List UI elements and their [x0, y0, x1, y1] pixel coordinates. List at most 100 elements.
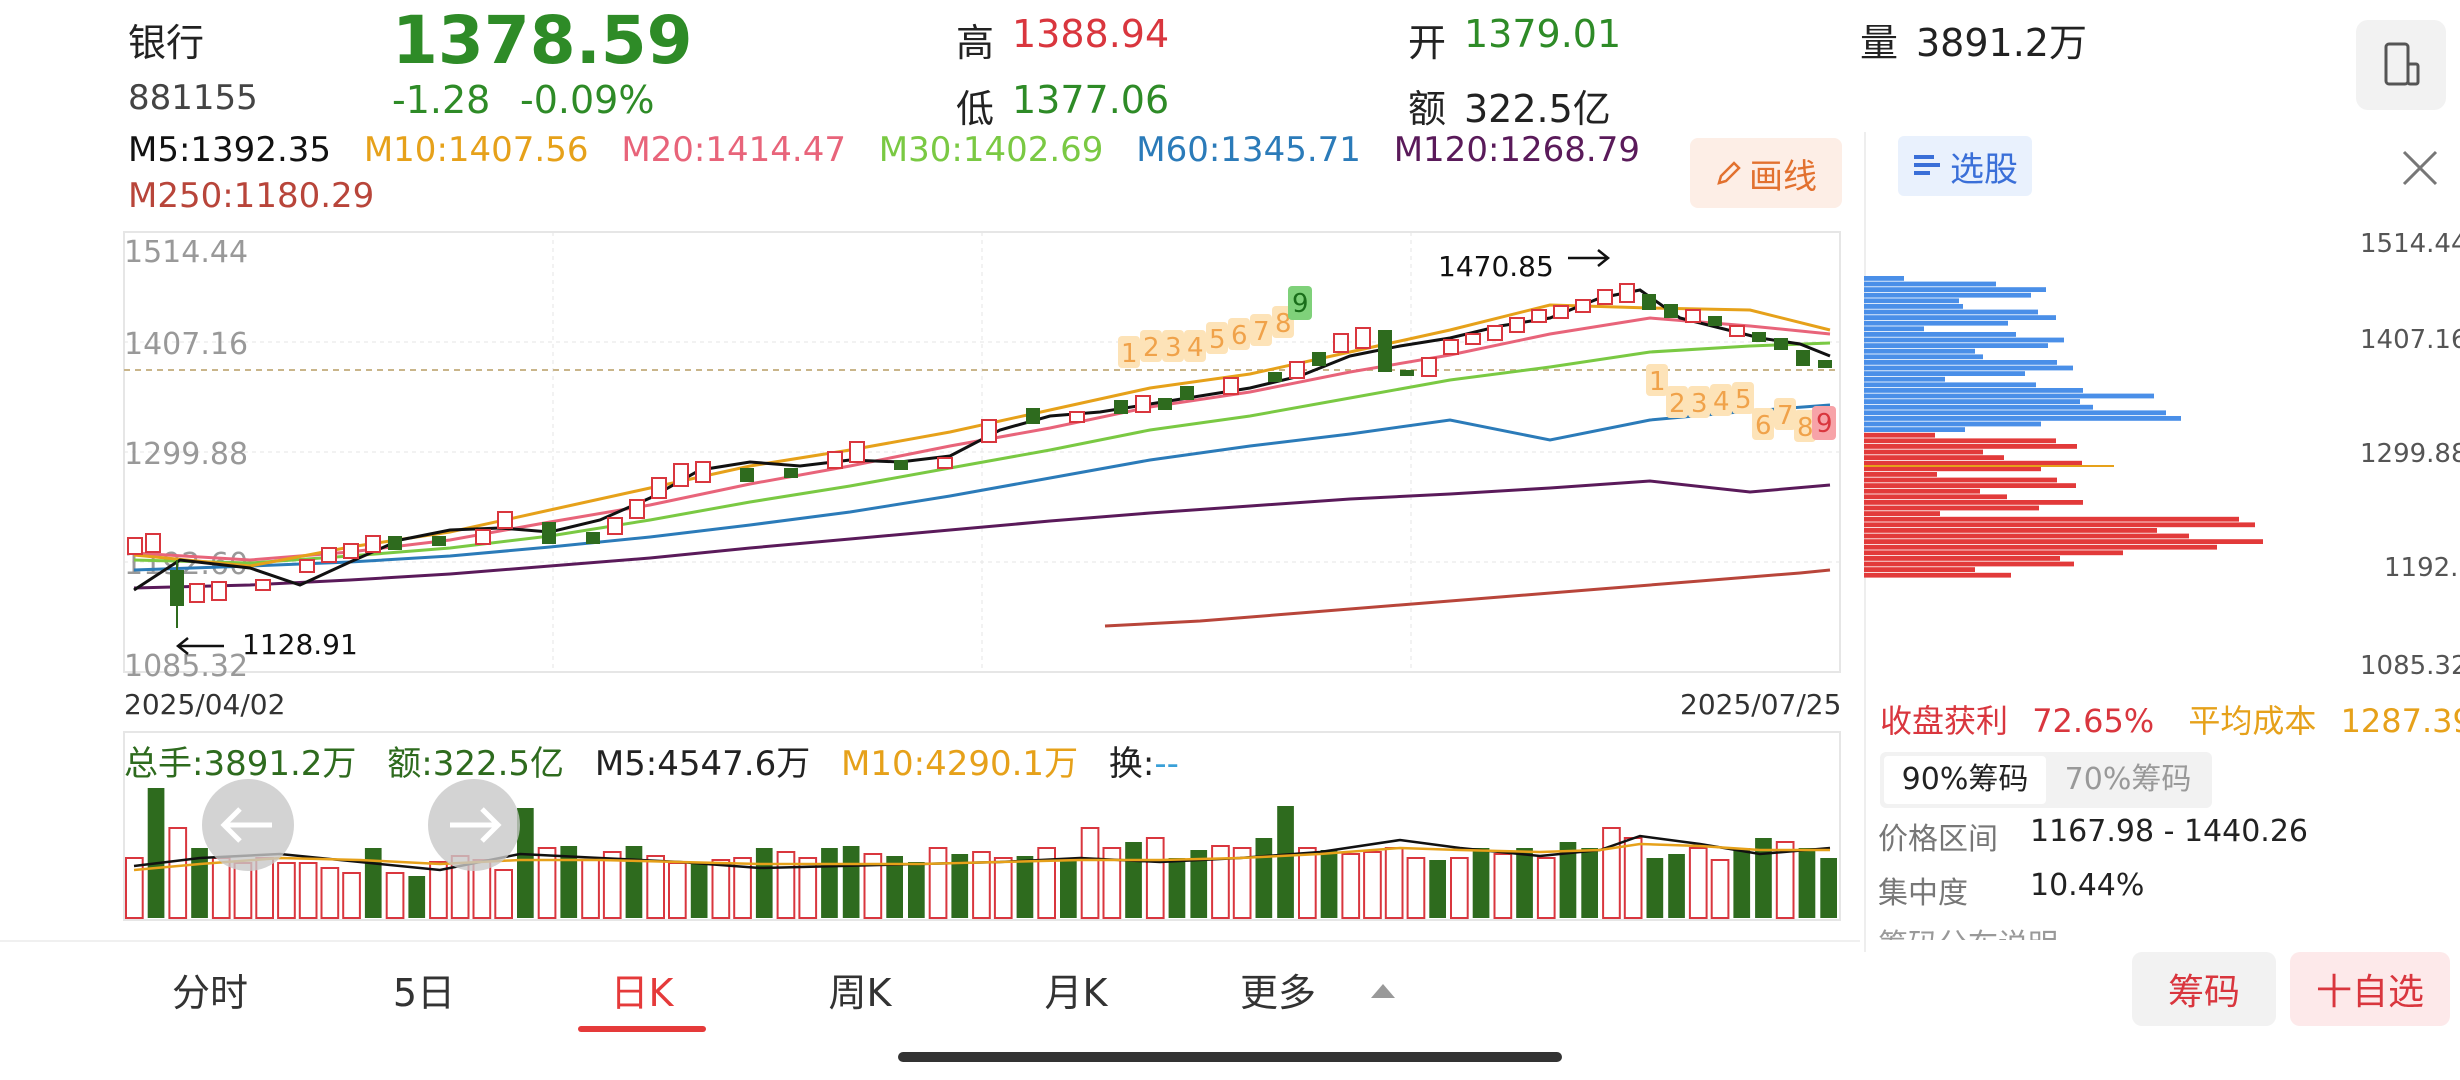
candle — [1685, 309, 1701, 323]
price-change-pct: -0.09% — [520, 78, 655, 122]
chip-bar — [1864, 455, 2004, 460]
chip-bar — [1864, 427, 1965, 432]
max-arrow-icon — [1568, 249, 1611, 267]
tab-5day[interactable]: 5日 — [392, 971, 456, 1015]
volume-ma5: M5:4547.6万 — [594, 744, 811, 784]
candle — [1619, 283, 1635, 303]
y-tick: 1407.16 — [124, 327, 248, 362]
volume-bar — [1516, 848, 1533, 918]
candle — [651, 477, 667, 499]
candle — [1531, 309, 1547, 323]
candle — [1664, 304, 1678, 318]
next-page-button[interactable] — [428, 779, 520, 871]
tab-90-chips[interactable]: 90%筹码 — [1884, 756, 2046, 804]
volume-bar — [668, 862, 687, 919]
tab-timeshare[interactable]: 分时 — [171, 971, 248, 1015]
volume-bar — [147, 788, 165, 918]
chip-bar — [1864, 281, 1996, 287]
volume-chart[interactable] — [0, 730, 1860, 950]
volume-bar — [1646, 858, 1664, 918]
td-label: 3 — [1691, 389, 1708, 419]
chip-bar — [1864, 483, 2076, 488]
volume-bar — [1559, 842, 1577, 918]
volume-bar — [1341, 853, 1361, 919]
volume-bar — [1406, 857, 1426, 919]
ma30-line — [133, 341, 1831, 565]
chip-bar — [1864, 416, 2181, 421]
arrow-right-icon — [450, 807, 502, 843]
volume-bar — [690, 864, 708, 918]
tab-weekly-k[interactable]: 周K — [828, 971, 892, 1015]
chip-bar — [1864, 421, 2041, 427]
candle — [299, 559, 315, 573]
volume-bar — [972, 851, 991, 919]
candle — [365, 535, 381, 553]
candle — [1312, 352, 1326, 366]
add-watchlist-label: 十自选 — [2315, 972, 2424, 1013]
volume-bar — [298, 862, 318, 919]
tab-70-chips[interactable]: 70%筹码 — [2064, 762, 2192, 797]
high-value: 1388.94 — [1012, 12, 1170, 56]
tab-more[interactable]: 更多 — [1239, 971, 1316, 1015]
chip-distribution-chart[interactable]: 1514.44 1407.16 1299.88 1192.6 1085.32 — [1864, 200, 2460, 690]
chip-explain-link[interactable]: 筹码分布说明 — [1878, 920, 2278, 940]
tab-daily-k[interactable]: 日K — [610, 971, 674, 1015]
caret-up-icon[interactable] — [1368, 978, 1398, 1002]
add-watchlist-button[interactable]: 十自选 — [2290, 952, 2450, 1026]
volume-label: 量 — [1860, 21, 1899, 65]
candle — [695, 461, 711, 483]
volume-bars — [125, 788, 1837, 919]
candle — [145, 533, 161, 553]
chip-stats: 收盘获利 72.65% 平均成本 1287.39 — [1880, 696, 2460, 742]
candle — [1355, 327, 1371, 349]
volume-bar — [494, 869, 513, 919]
volume-bar — [821, 848, 838, 918]
candle — [388, 536, 402, 550]
volume-bar — [1255, 838, 1273, 918]
volume-bar — [1755, 838, 1772, 918]
chip-bar — [1864, 444, 2077, 449]
chip-bar — [1864, 511, 1940, 516]
volume-bar — [993, 857, 1013, 919]
chip-bar — [1864, 309, 2038, 315]
close-icon[interactable] — [2398, 146, 2442, 190]
volume-bar — [1125, 842, 1142, 918]
chip-bar — [1864, 365, 2073, 371]
volume-bar — [342, 872, 361, 919]
volume-bar — [1429, 860, 1446, 918]
candle — [1796, 350, 1810, 366]
tab-monthly-k[interactable]: 月K — [1044, 971, 1108, 1015]
prev-page-button[interactable] — [202, 779, 294, 871]
chip-bar — [1864, 320, 2008, 326]
volume-bar — [951, 854, 969, 918]
chips-button[interactable]: 筹码 — [2132, 952, 2276, 1026]
volume-bar — [1820, 858, 1837, 918]
volume-bar — [711, 859, 731, 919]
date-start: 2025/04/02 — [124, 688, 285, 721]
volume-bar — [1798, 848, 1816, 918]
candle — [673, 463, 689, 487]
volume-bar — [1102, 847, 1122, 919]
volume-bar — [168, 827, 188, 919]
candle — [586, 532, 600, 544]
volume-bar — [1581, 848, 1598, 918]
volume-bar — [1190, 850, 1208, 918]
candle — [321, 547, 337, 563]
candle — [784, 468, 798, 478]
rotate-screen-button[interactable] — [2356, 20, 2446, 110]
candle — [432, 536, 446, 546]
select-stock-button[interactable]: 选股 — [1898, 136, 2032, 196]
concentration-label: 集中度 — [1878, 876, 1968, 911]
candle — [740, 468, 754, 482]
chip-bar — [1864, 572, 2011, 578]
volume-bar — [1277, 806, 1294, 918]
turnover-label: 换: — [1108, 744, 1155, 784]
price-range-label: 价格区间 — [1878, 822, 1998, 857]
turnover-value: -- — [1154, 744, 1179, 784]
kline-chart[interactable]: 1514.44 1407.16 1299.88 1192.60 1085.32 — [0, 0, 1860, 940]
draw-line-button[interactable]: 画线 — [1690, 138, 1842, 208]
candle — [827, 451, 843, 469]
volume-bar — [1775, 841, 1795, 919]
concentration-value: 10.44% — [2030, 868, 2145, 903]
candle — [1135, 395, 1151, 413]
